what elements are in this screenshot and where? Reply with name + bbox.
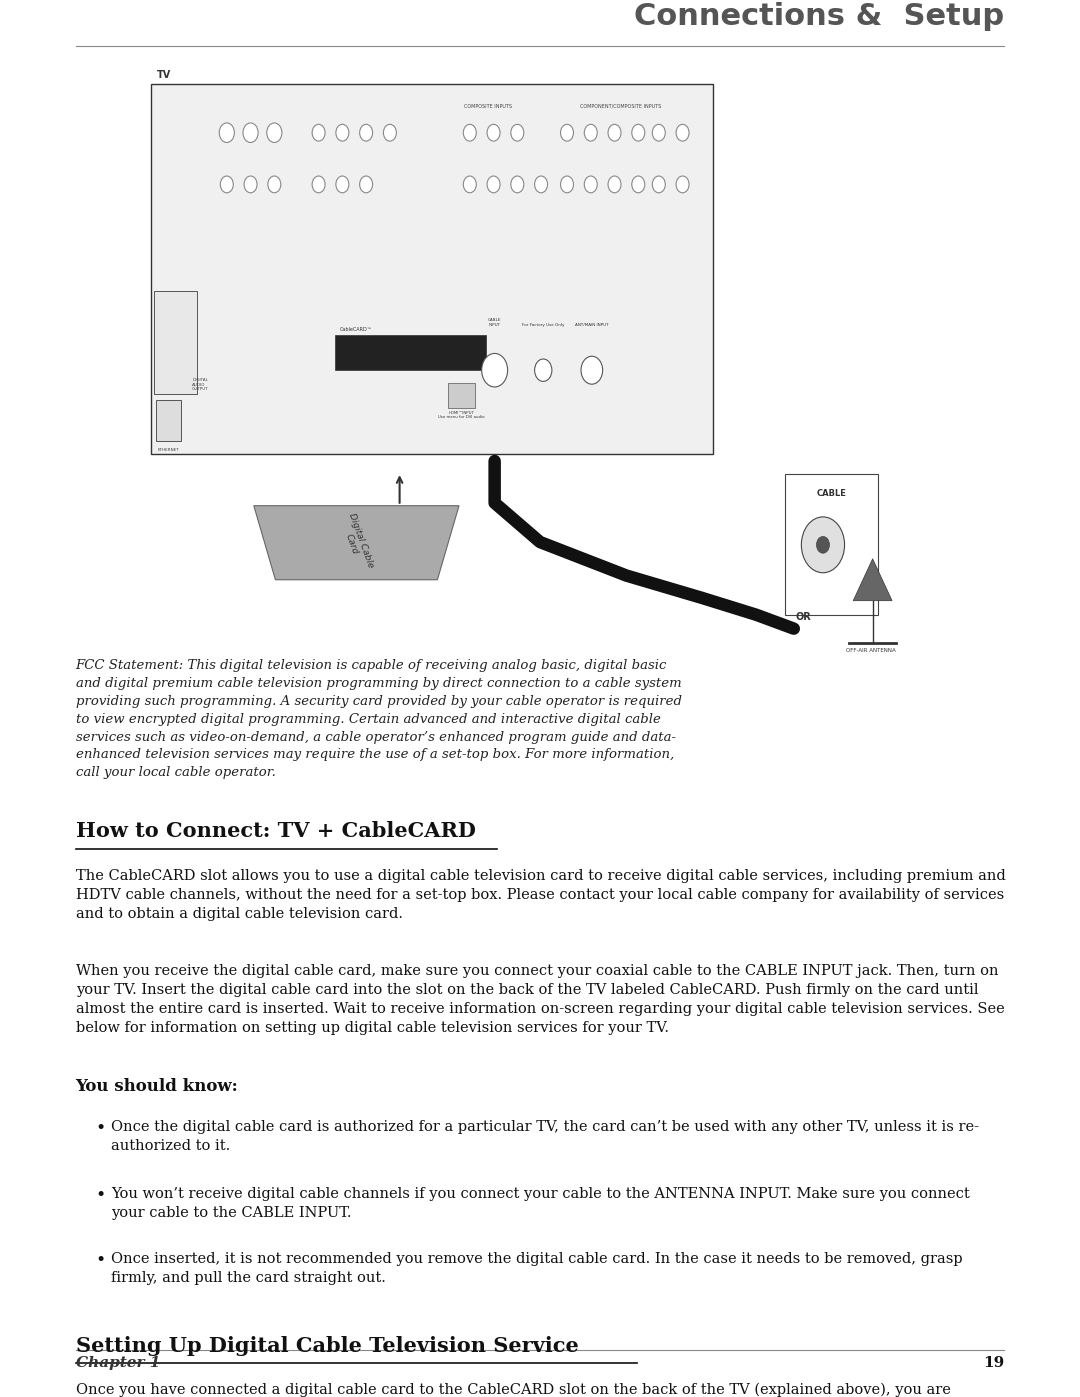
FancyBboxPatch shape: [156, 400, 181, 441]
Circle shape: [584, 124, 597, 141]
Circle shape: [801, 517, 845, 573]
Circle shape: [561, 176, 573, 193]
Circle shape: [360, 124, 373, 141]
Text: HDMI™INPUT
Use menu for DVI audio: HDMI™INPUT Use menu for DVI audio: [437, 411, 485, 419]
Text: Once inserted, it is not recommended you remove the digital cable card. In the c: Once inserted, it is not recommended you…: [111, 1252, 963, 1285]
Text: Connections &  Setup: Connections & Setup: [634, 1, 1004, 31]
Text: CableCARD™: CableCARD™: [340, 327, 373, 332]
FancyBboxPatch shape: [785, 474, 878, 615]
Text: The CableCARD slot allows you to use a digital cable television card to receive : The CableCARD slot allows you to use a d…: [76, 869, 1005, 921]
Text: CABLE: CABLE: [816, 489, 847, 497]
Circle shape: [219, 123, 234, 142]
Circle shape: [584, 176, 597, 193]
Circle shape: [243, 123, 258, 142]
Circle shape: [632, 124, 645, 141]
Circle shape: [267, 123, 282, 142]
Polygon shape: [254, 506, 459, 580]
Circle shape: [511, 124, 524, 141]
Circle shape: [244, 176, 257, 193]
Circle shape: [482, 353, 508, 387]
Text: •: •: [95, 1187, 105, 1204]
Text: OR: OR: [796, 612, 812, 622]
Circle shape: [336, 176, 349, 193]
Circle shape: [561, 124, 573, 141]
Text: FCC Statement: This digital television is capable of receiving analog basic, dig: FCC Statement: This digital television i…: [76, 659, 681, 780]
Text: •: •: [95, 1120, 105, 1137]
Circle shape: [676, 124, 689, 141]
Circle shape: [816, 536, 829, 553]
FancyBboxPatch shape: [151, 84, 713, 454]
Circle shape: [336, 124, 349, 141]
Circle shape: [676, 176, 689, 193]
Text: COMPONENT/COMPOSITE INPUTS: COMPONENT/COMPOSITE INPUTS: [580, 103, 662, 109]
Circle shape: [463, 176, 476, 193]
Text: COMPOSITE INPUTS: COMPOSITE INPUTS: [464, 103, 512, 109]
Circle shape: [608, 176, 621, 193]
Text: TV: TV: [157, 70, 171, 80]
Text: •: •: [95, 1252, 105, 1268]
Text: ANT/MAIN INPUT: ANT/MAIN INPUT: [575, 323, 609, 327]
Text: Digital Cable
Card: Digital Cable Card: [337, 511, 376, 573]
Text: CABLE
INPUT: CABLE INPUT: [488, 319, 501, 327]
Circle shape: [632, 176, 645, 193]
Polygon shape: [853, 559, 892, 601]
Bar: [335, 335, 486, 370]
Circle shape: [608, 124, 621, 141]
Text: How to Connect: TV + CableCARD: How to Connect: TV + CableCARD: [76, 821, 475, 841]
Circle shape: [487, 124, 500, 141]
Text: 19: 19: [983, 1356, 1004, 1370]
Text: For Factory Use Only: For Factory Use Only: [522, 323, 565, 327]
Circle shape: [652, 176, 665, 193]
Circle shape: [312, 176, 325, 193]
Circle shape: [268, 176, 281, 193]
Bar: [448, 383, 475, 408]
Circle shape: [535, 176, 548, 193]
Text: You won’t receive digital cable channels if you connect your cable to the ANTENN: You won’t receive digital cable channels…: [111, 1187, 970, 1221]
Text: Once you have connected a digital cable card to the CableCARD slot on the back o: Once you have connected a digital cable …: [76, 1383, 960, 1397]
Circle shape: [581, 356, 603, 384]
Text: DIGITAL
AUDIO
OUTPUT: DIGITAL AUDIO OUTPUT: [192, 379, 210, 391]
Circle shape: [383, 124, 396, 141]
Circle shape: [652, 124, 665, 141]
Text: ETHERNET: ETHERNET: [158, 448, 179, 453]
Text: Once the digital cable card is authorized for a particular TV, the card can’t be: Once the digital cable card is authorize…: [111, 1120, 980, 1154]
Text: OFF-AIR ANTENNA: OFF-AIR ANTENNA: [846, 648, 895, 654]
Text: Setting Up Digital Cable Television Service: Setting Up Digital Cable Television Serv…: [76, 1336, 579, 1355]
Circle shape: [360, 176, 373, 193]
Circle shape: [312, 124, 325, 141]
Circle shape: [511, 176, 524, 193]
Text: When you receive the digital cable card, make sure you connect your coaxial cabl: When you receive the digital cable card,…: [76, 964, 1004, 1035]
Circle shape: [487, 176, 500, 193]
Circle shape: [463, 124, 476, 141]
FancyBboxPatch shape: [154, 291, 197, 394]
Text: You should know:: You should know:: [76, 1078, 239, 1095]
Circle shape: [220, 176, 233, 193]
Circle shape: [535, 359, 552, 381]
Text: Chapter 1: Chapter 1: [76, 1356, 160, 1370]
